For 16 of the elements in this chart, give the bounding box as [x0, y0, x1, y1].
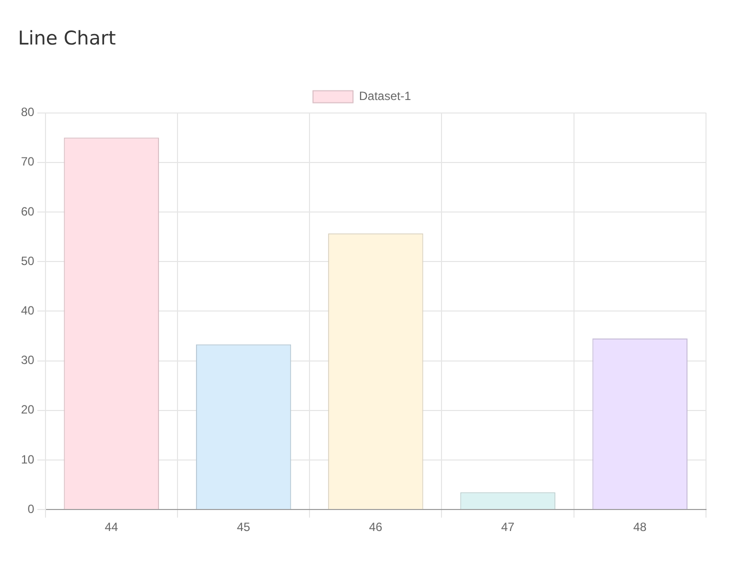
y-tick-label: 30 — [20, 353, 35, 368]
x-tick-label: 47 — [501, 520, 515, 534]
y-tick-label: 40 — [20, 304, 35, 318]
y-tick-label: 80 — [20, 105, 35, 120]
y-tick-label: 20 — [20, 402, 35, 417]
x-tick-label: 46 — [368, 520, 383, 534]
y-tick-label: 10 — [20, 452, 35, 466]
y-tick-label: 0 — [28, 502, 35, 516]
x-tick-label: 45 — [236, 520, 251, 534]
x-tick-label: 44 — [104, 520, 118, 534]
y-tick-label: 70 — [20, 154, 35, 169]
y-tick-label: 50 — [20, 254, 35, 268]
legend-label: Dataset-1 — [358, 89, 412, 104]
x-tick-label: 48 — [633, 520, 647, 534]
y-tick-label: 60 — [20, 204, 35, 218]
chart-title: Line Chart — [18, 27, 116, 50]
